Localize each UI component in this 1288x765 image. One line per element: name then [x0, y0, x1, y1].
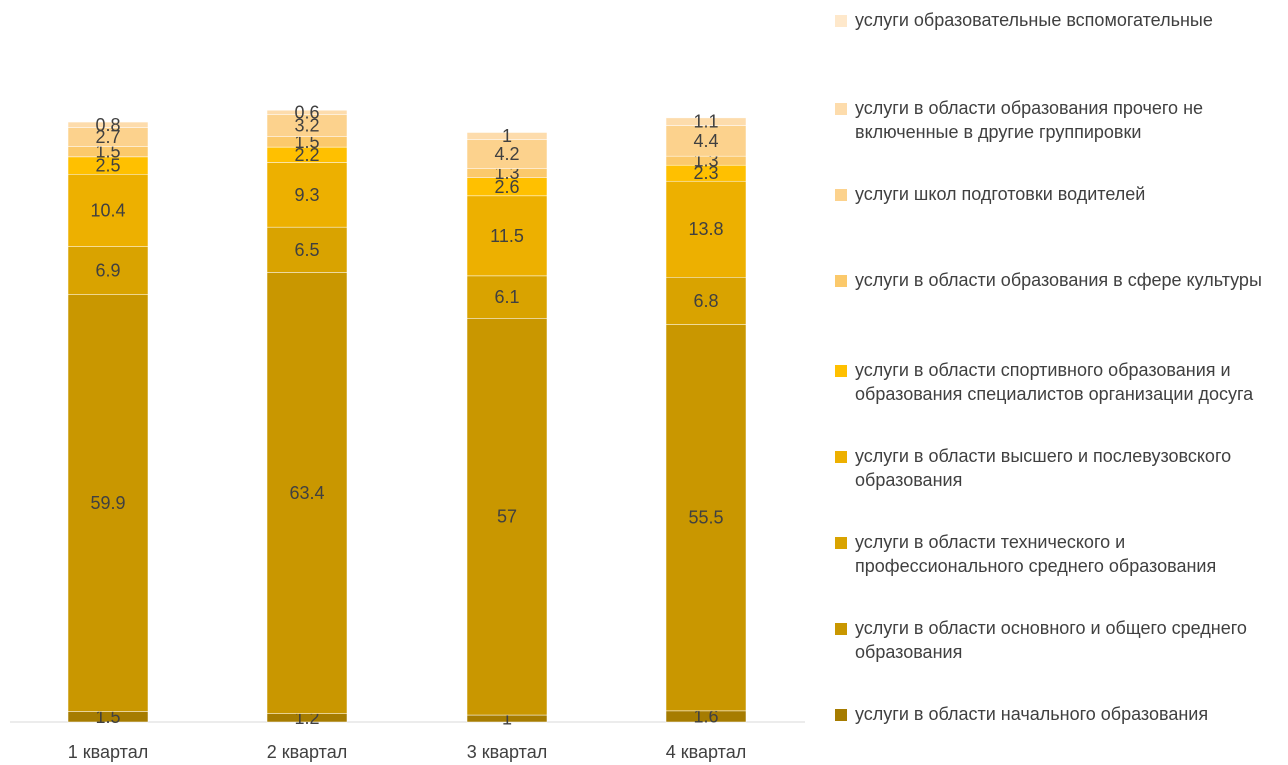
bar-segment [266, 162, 348, 228]
legend-swatch [835, 189, 847, 201]
bar-segment [665, 324, 747, 712]
data-label: 2.2 [294, 145, 319, 165]
legend-label: услуги в области спортивного образования… [855, 360, 1254, 404]
bar-segment [266, 226, 348, 273]
data-label: 4.4 [693, 131, 718, 151]
legend-swatch [835, 537, 847, 549]
x-tick-label: 2 квартал [267, 742, 347, 762]
bars-group: 1.559.96.910.42.51.52.70.81.263.46.59.32… [67, 102, 747, 729]
legend-label: услуги в области технического и професси… [855, 532, 1217, 576]
legend-swatch [835, 451, 847, 463]
data-label: 1 [502, 709, 512, 729]
bar-segment [665, 117, 747, 126]
legend-label: услуги образовательные вспомогательные [855, 10, 1213, 30]
data-label: 2.3 [693, 163, 718, 183]
data-label: 10.4 [90, 200, 125, 220]
legend-label: услуги в области начального образования [855, 704, 1209, 724]
bar-segment [466, 195, 548, 277]
bar-segment [266, 109, 348, 115]
data-label: 13.8 [688, 219, 723, 239]
bar-segment [466, 139, 548, 169]
data-label: 2.5 [95, 156, 120, 176]
data-label: 2.6 [494, 177, 519, 197]
data-label: 59.9 [90, 493, 125, 513]
legend-swatch [835, 709, 847, 721]
data-label: 1.1 [693, 112, 718, 132]
x-tick-label: 3 квартал [467, 742, 547, 762]
bar-segment [466, 318, 548, 716]
bar-segment [67, 173, 149, 247]
legend-swatch [835, 103, 847, 115]
data-label: 3.2 [294, 116, 319, 136]
legend-label: услуги в области высшего и послевузовско… [855, 446, 1232, 490]
data-label: 6.9 [95, 261, 120, 281]
legend-label: услуги в области основного и общего сред… [855, 618, 1247, 662]
bar-segment [67, 121, 149, 128]
legend-swatch [835, 365, 847, 377]
data-label: 63.4 [289, 483, 324, 503]
legend: услуги образовательные вспомогательные ус… [835, 0, 1285, 765]
legend-swatch [835, 623, 847, 635]
data-label: 11.5 [490, 226, 524, 246]
data-label: 2.7 [95, 127, 120, 147]
bar-segment [665, 180, 747, 278]
data-label: 57 [497, 507, 517, 527]
data-label: 4.2 [494, 144, 519, 164]
bar-segment [665, 277, 747, 325]
x-tick-label: 4 квартал [666, 742, 746, 762]
category-labels: 1 квартал 2 квартал 3 квартал 4 квартал [68, 742, 746, 762]
data-label: 55.5 [688, 508, 723, 528]
data-label: 1 [502, 126, 512, 146]
data-label: 1.6 [693, 706, 718, 726]
bar-segment [466, 275, 548, 319]
x-tick-label: 1 квартал [68, 742, 148, 762]
bar-segment [67, 294, 149, 712]
legend-label: услуги в области образования прочего не … [855, 98, 1204, 142]
legend-label: услуги в области образования в сфере кул… [855, 270, 1262, 290]
data-label: 0.8 [95, 115, 120, 135]
data-label: 6.5 [294, 240, 319, 260]
data-label: 0.6 [294, 102, 319, 122]
legend-swatch [835, 275, 847, 287]
stacked-bar-chart: 1.559.96.910.42.51.52.70.81.263.46.59.32… [10, 102, 805, 762]
data-label: 6.1 [494, 287, 519, 307]
legend-label: услуги школ подготовки водителей [855, 184, 1146, 204]
data-label: 6.8 [693, 291, 718, 311]
data-label: 9.3 [294, 185, 319, 205]
legend-swatch [835, 15, 847, 27]
bar-segment [466, 132, 548, 140]
